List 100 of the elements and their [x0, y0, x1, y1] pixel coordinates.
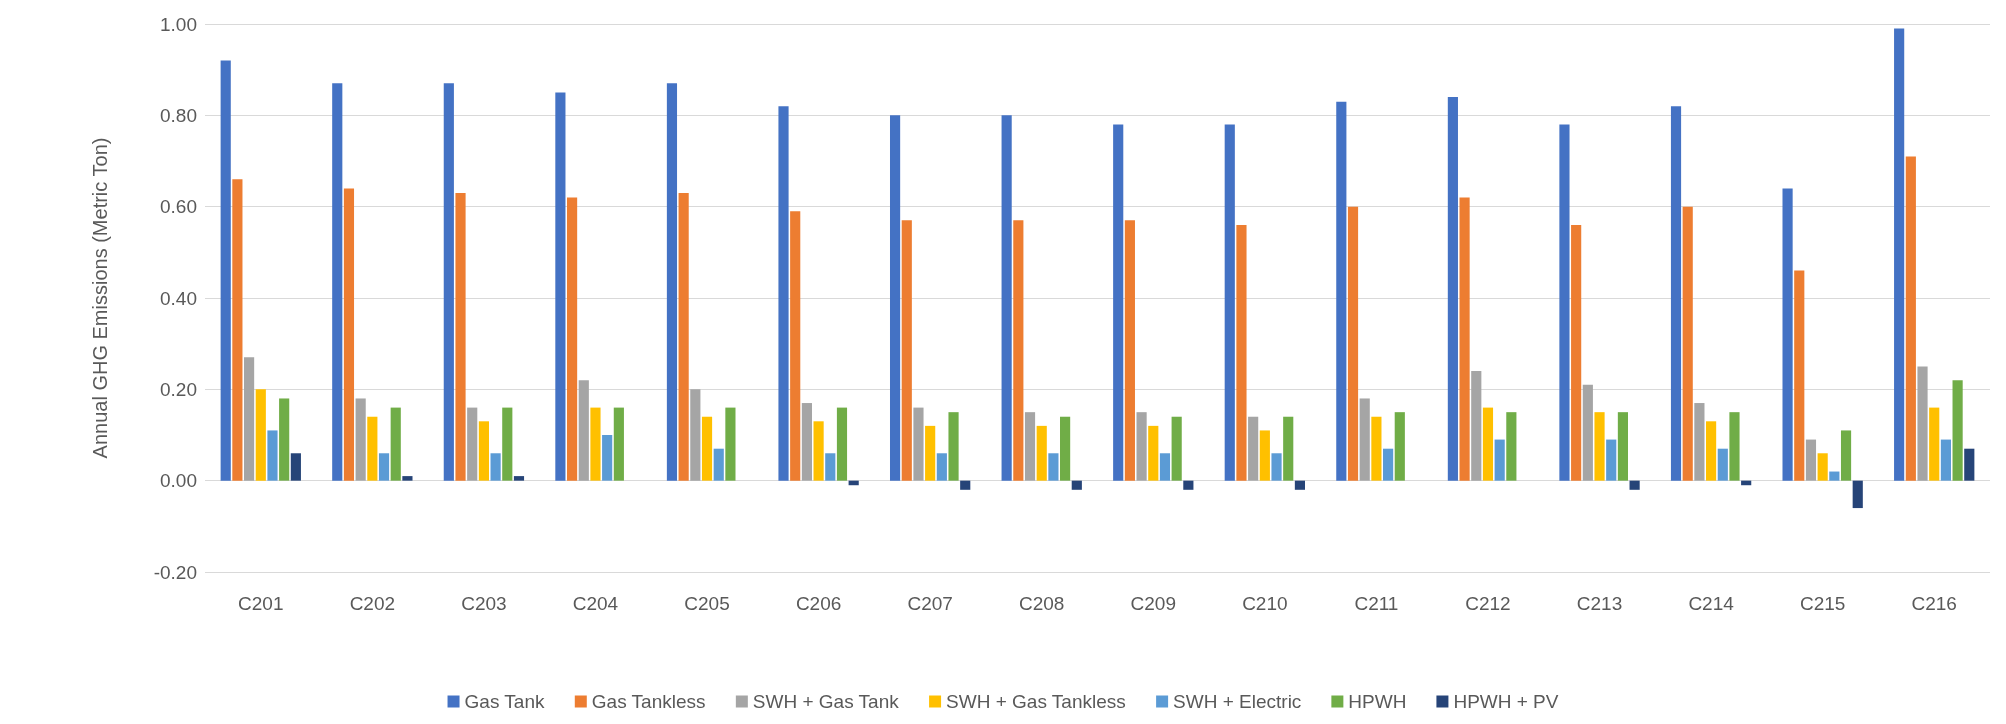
bar: [1259, 430, 1270, 481]
bar: [1294, 480, 1306, 490]
bar: [1447, 97, 1458, 481]
bar: [1829, 471, 1840, 481]
bar: [343, 188, 355, 481]
bar: [1224, 124, 1235, 481]
bar: [1036, 425, 1047, 481]
x-tick-label: C209: [1130, 593, 1176, 614]
bar: [678, 192, 689, 481]
x-tick-label: C211: [1354, 593, 1399, 614]
bar: [1717, 448, 1728, 481]
bar: [378, 453, 390, 481]
bar: [1236, 224, 1247, 481]
y-tick-label: 0.20: [160, 378, 197, 400]
bar: [1347, 206, 1359, 481]
legend-label: SWH + Gas Tankless: [946, 691, 1126, 712]
y-tick-label: 1.00: [160, 13, 197, 35]
x-tick-label: C205: [684, 593, 730, 614]
bar: [1840, 430, 1852, 481]
bar: [1894, 28, 1905, 481]
bar: [790, 211, 801, 481]
y-tick-label: 0.00: [160, 470, 197, 492]
bar: [801, 403, 812, 481]
bar: [1805, 439, 1817, 481]
bar: [1124, 220, 1135, 481]
bar: [555, 92, 566, 481]
y-tick-label: 0.80: [160, 104, 197, 126]
bar: [1283, 416, 1294, 481]
legend-label: SWH + Electric: [1173, 691, 1302, 712]
bar: [244, 357, 255, 481]
bar: [1682, 206, 1693, 481]
bar: [402, 476, 413, 481]
bar: [1571, 224, 1582, 481]
bar: [1001, 115, 1012, 481]
y-tick-label: 0.40: [160, 287, 197, 309]
bar: [725, 407, 736, 481]
bar: [220, 60, 231, 481]
legend-label: Gas Tankless: [591, 691, 706, 712]
y-tick-label: 0.60: [160, 196, 197, 218]
bar: [290, 453, 301, 481]
bar: [1471, 371, 1482, 481]
bar: [502, 407, 513, 481]
bar: [1694, 403, 1705, 481]
bar: [443, 83, 454, 481]
bar: [901, 220, 912, 481]
bar: [666, 83, 678, 481]
bar: [690, 389, 701, 481]
bar: [1359, 398, 1370, 481]
x-tick-label: C208: [1019, 593, 1065, 614]
bar: [613, 407, 624, 481]
bar: [1940, 439, 1951, 481]
bar: [1905, 156, 1916, 481]
bar: [1964, 448, 1975, 481]
bar: [948, 412, 959, 481]
bar: [478, 421, 489, 481]
bar: [1606, 439, 1617, 481]
bar: [1782, 188, 1793, 481]
bar: [1559, 124, 1570, 481]
legend-label: Gas Tank: [464, 691, 545, 712]
bar: [1024, 412, 1036, 481]
bar: [913, 407, 924, 481]
bar: [1594, 412, 1605, 481]
bar: [567, 197, 578, 481]
bar: [701, 416, 713, 481]
bar: [267, 430, 278, 481]
bar: [367, 416, 378, 481]
bar: [1629, 480, 1640, 490]
bar: [713, 448, 724, 481]
bar: [1670, 106, 1682, 481]
bar: [1494, 439, 1505, 481]
x-tick-label: C206: [795, 593, 842, 614]
bar: [1048, 453, 1059, 481]
bar: [1248, 416, 1259, 481]
x-tick-label: C207: [907, 593, 953, 614]
bar: [590, 407, 601, 481]
y-tick-label: -0.20: [153, 561, 197, 583]
bar: [1917, 366, 1928, 481]
bar: [1071, 480, 1082, 490]
y-axis-title: Annual GHG Emissions (Metric Ton): [89, 137, 111, 459]
bar: [1459, 197, 1470, 481]
bar: [513, 476, 525, 481]
bar: [1148, 425, 1159, 481]
bar: [889, 115, 901, 481]
bar: [332, 83, 343, 481]
bar: [1929, 407, 1940, 481]
x-tick-label: C202: [349, 593, 396, 614]
bar: [355, 398, 366, 481]
bar: [1171, 416, 1182, 481]
bar: [1383, 448, 1394, 481]
bar: [490, 453, 501, 481]
legend-label: HPWH: [1348, 691, 1407, 712]
bar: [925, 425, 936, 481]
x-tick-label: C216: [1911, 593, 1957, 614]
bar: [1706, 421, 1717, 481]
bar: [1794, 270, 1805, 481]
x-tick-label: C210: [1242, 593, 1288, 614]
bar: [1113, 124, 1124, 481]
bar: [1159, 453, 1171, 481]
bar: [279, 398, 290, 481]
x-tick-label: C213: [1576, 593, 1623, 614]
